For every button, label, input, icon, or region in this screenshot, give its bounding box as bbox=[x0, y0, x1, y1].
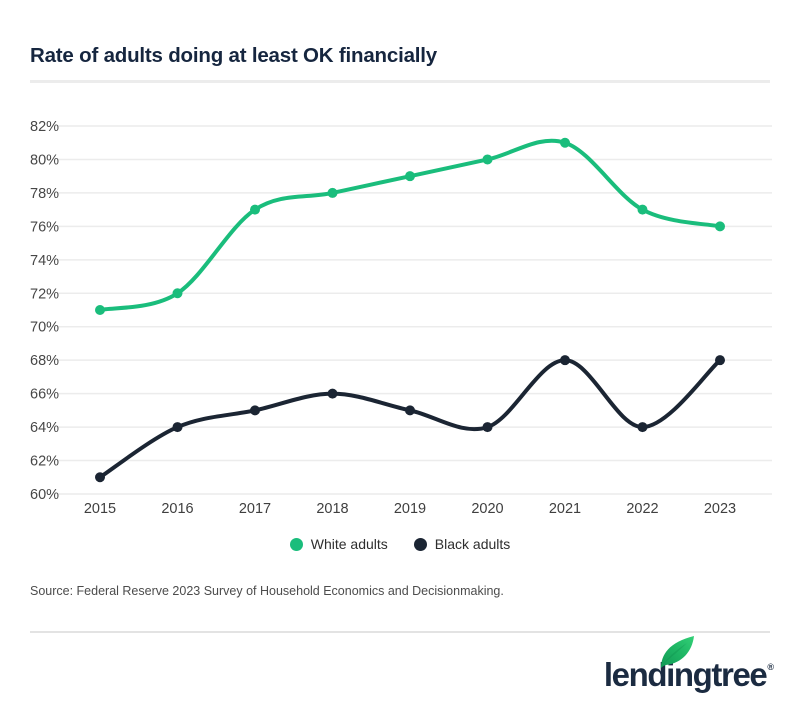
data-point-white-adults bbox=[405, 171, 415, 182]
x-tick-label: 2018 bbox=[316, 501, 348, 517]
line-chart: 82% 80% 78% 76% 74% 72% 70% 68% 66% 64% 62% 60% 2015… bbox=[30, 119, 772, 517]
data-point-black-adults bbox=[327, 388, 338, 399]
data-point-black-adults bbox=[172, 422, 183, 433]
x-tick-label: 2019 bbox=[394, 501, 426, 517]
logo-wordmark: lendingtree bbox=[603, 656, 768, 693]
y-tick-label: 72% bbox=[30, 286, 59, 302]
y-tick-label: 70% bbox=[30, 320, 59, 336]
y-tick-label: 68% bbox=[30, 353, 59, 369]
legend-item-white-adults: White adults bbox=[289, 536, 388, 552]
y-tick-label: 62% bbox=[30, 454, 59, 470]
y-tick-label: 74% bbox=[30, 253, 59, 269]
y-tick-label: 64% bbox=[30, 420, 59, 436]
data-point-white-adults bbox=[482, 154, 493, 165]
data-point-black-adults bbox=[715, 355, 725, 366]
x-tick-label: 2022 bbox=[626, 501, 658, 517]
data-point-black-adults bbox=[250, 405, 260, 416]
data-point-white-adults bbox=[95, 305, 105, 315]
data-point-white-adults bbox=[715, 221, 725, 232]
lendingtree-logo: lendingtree ® bbox=[603, 636, 774, 700]
x-tick-label: 2017 bbox=[239, 501, 271, 517]
series-line-black-adults bbox=[98, 358, 722, 480]
y-tick-label: 78% bbox=[30, 186, 59, 202]
data-point-black-adults bbox=[482, 422, 493, 433]
title-divider bbox=[30, 80, 770, 83]
registered-mark: ® bbox=[767, 662, 774, 672]
data-point-white-adults bbox=[172, 288, 183, 299]
chart-title: Rate of adults doing at least OK financi… bbox=[30, 44, 437, 67]
legend-swatch bbox=[413, 537, 427, 551]
data-point-black-adults bbox=[637, 422, 648, 433]
legend-swatch bbox=[289, 537, 303, 551]
footer-divider bbox=[30, 631, 770, 633]
leaf-icon bbox=[660, 636, 694, 668]
data-point-white-adults bbox=[327, 187, 338, 198]
x-tick-label: 2023 bbox=[704, 501, 736, 517]
x-tick-label: 2016 bbox=[161, 501, 193, 517]
data-point-black-adults bbox=[560, 355, 570, 366]
legend-label: Black adults bbox=[434, 536, 511, 552]
x-tick-label: 2015 bbox=[84, 501, 116, 517]
legend-label: White adults bbox=[310, 536, 388, 552]
data-point-white-adults bbox=[637, 204, 648, 215]
data-point-black-adults bbox=[405, 405, 415, 416]
y-tick-label: 76% bbox=[30, 219, 59, 235]
y-tick-label: 82% bbox=[30, 119, 59, 135]
chart-legend: White adults Black adults bbox=[0, 536, 800, 552]
x-tick-label: 2021 bbox=[549, 501, 581, 517]
y-tick-label: 66% bbox=[30, 387, 59, 403]
data-point-white-adults bbox=[560, 137, 570, 148]
data-point-white-adults bbox=[250, 204, 260, 215]
series-line-white-adults bbox=[98, 138, 722, 312]
y-tick-label: 80% bbox=[30, 152, 59, 168]
source-note: Source: Federal Reserve 2023 Survey of H… bbox=[30, 584, 504, 598]
y-tick-label: 60% bbox=[30, 487, 59, 503]
data-point-black-adults bbox=[95, 472, 105, 483]
legend-item-black-adults: Black adults bbox=[413, 536, 511, 552]
x-tick-label: 2020 bbox=[471, 501, 503, 517]
